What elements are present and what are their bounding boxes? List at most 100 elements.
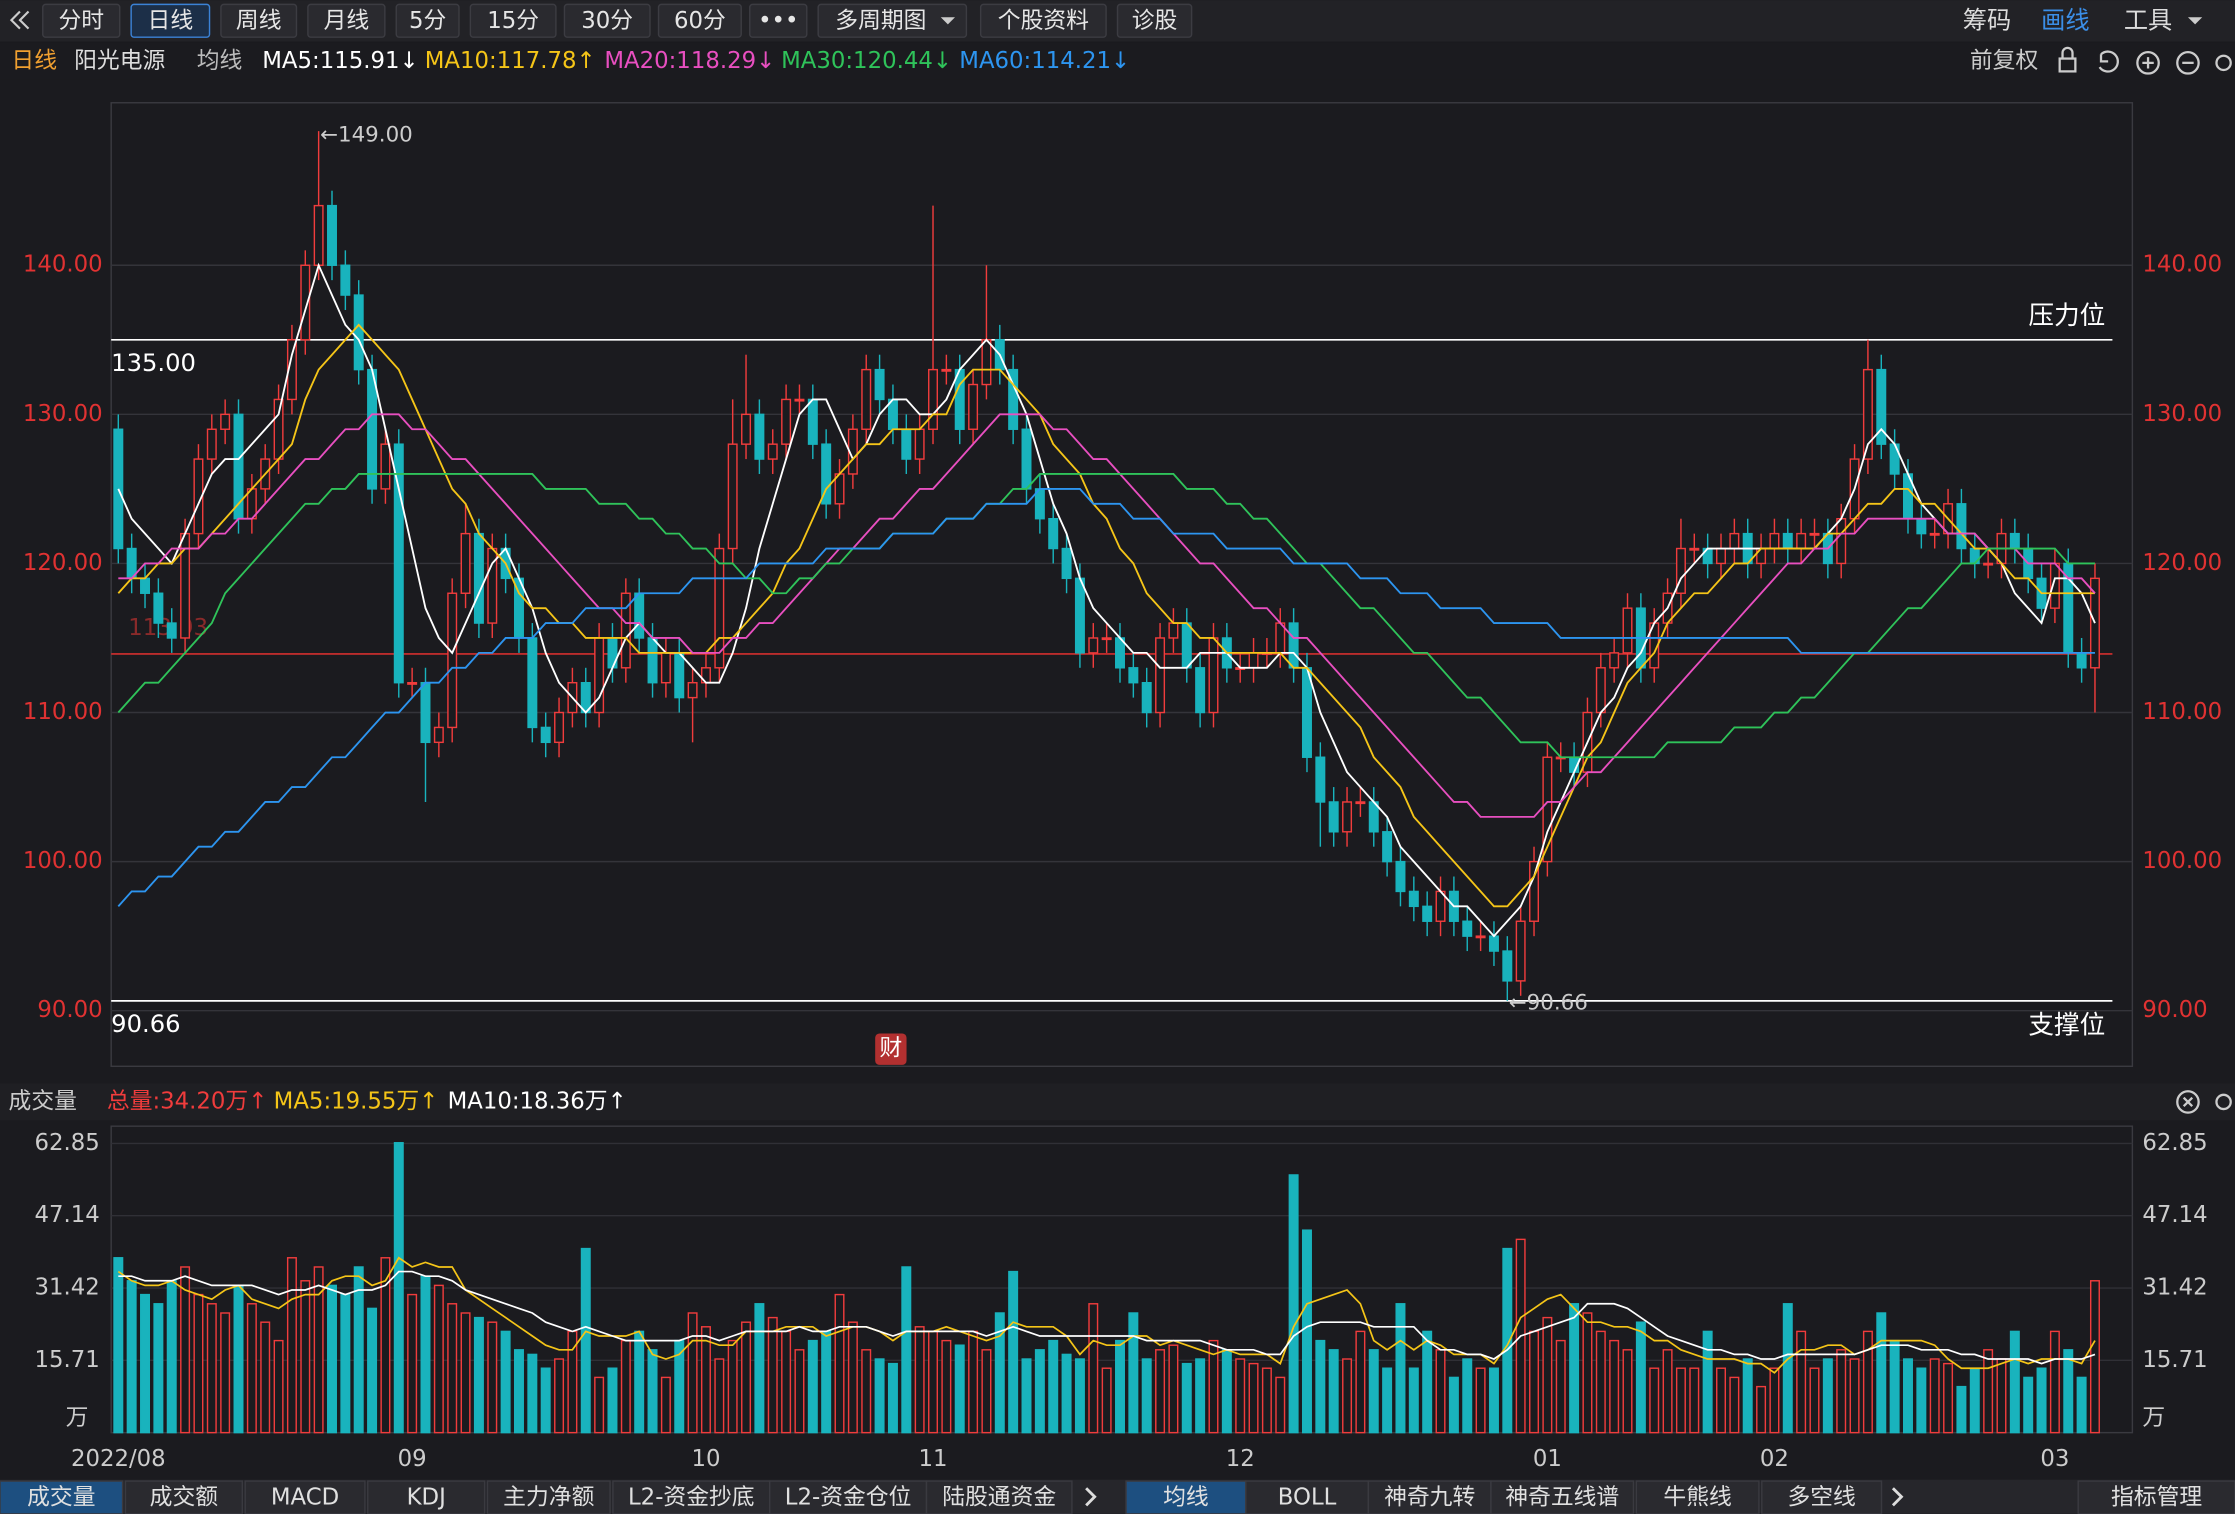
volume-bar [607, 1367, 618, 1434]
tab-label[interactable]: 牛熊线 [1663, 1485, 1731, 1511]
tab-label[interactable]: 成交量 [27, 1485, 95, 1511]
volume-bar [887, 1362, 898, 1434]
tab-label[interactable]: 成交额 [150, 1485, 219, 1511]
candle-body [1729, 532, 1740, 550]
tab-scroll[interactable] [1085, 1487, 1904, 1507]
lock-icon[interactable] [2058, 57, 2077, 73]
volume-bar [1382, 1367, 1393, 1434]
volume-bar [166, 1280, 177, 1434]
dropdown-arrow [940, 17, 956, 25]
candle-body [220, 413, 231, 430]
volume-bar [1301, 1229, 1312, 1434]
zoom-out-icon[interactable] [2176, 51, 2200, 75]
tab[interactable] [612, 1480, 771, 1514]
volume-bar [807, 1339, 818, 1434]
candle-body [1475, 935, 1486, 939]
toolbar-button[interactable] [563, 3, 651, 38]
volume-bar [1876, 1312, 1887, 1434]
y-tick-label-right: 120.00 [2142, 550, 2222, 576]
close-icon[interactable] [2176, 1090, 2200, 1114]
candle-body [313, 204, 324, 266]
volume-settings-icon[interactable] [2215, 1093, 2232, 1111]
toolbar-button-label[interactable]: 个股资料 [998, 8, 1089, 34]
toolbar-button[interactable] [979, 3, 1107, 38]
toolbar-button[interactable] [657, 3, 742, 38]
tab-label[interactable]: KDJ [407, 1485, 446, 1511]
back-icon[interactable] [9, 10, 30, 30]
adjust-label[interactable]: 前复权 [1970, 48, 2039, 74]
volume-bar [1475, 1367, 1486, 1434]
toolbar-button-label[interactable]: 日线 [148, 8, 194, 34]
toolbar-button-label[interactable]: 30分 [581, 8, 633, 34]
volume-bar [1595, 1330, 1606, 1434]
toolbar-button[interactable] [307, 3, 386, 38]
tab[interactable] [1490, 1480, 1635, 1514]
toolbar-button-label[interactable]: 60分 [674, 8, 726, 34]
volume-bar [340, 1293, 351, 1434]
tab[interactable] [1761, 1480, 1883, 1514]
candle-body [1048, 517, 1059, 550]
toolbar-button[interactable] [1116, 3, 1193, 38]
toolbar-button[interactable] [817, 3, 968, 38]
volume-bar [1168, 1344, 1179, 1434]
badge-label[interactable]: 财 [879, 1036, 902, 1062]
zoom-in-icon[interactable] [2136, 51, 2160, 75]
tab-label[interactable]: MACD [271, 1485, 339, 1511]
settings-icon[interactable] [2215, 54, 2232, 72]
volume-bar [1916, 1367, 1927, 1434]
toolbar-button[interactable] [42, 3, 121, 38]
volume-bar [2009, 1330, 2020, 1434]
x-tick-label: 11 [919, 1446, 948, 1472]
tab-label[interactable]: 多空线 [1787, 1485, 1855, 1511]
y-tick-label-right: 15.71 [2142, 1347, 2207, 1373]
tab-label[interactable]: L2-资金抄底 [628, 1485, 755, 1511]
toolbar-button[interactable] [469, 3, 557, 38]
toolbar-button[interactable] [220, 3, 298, 38]
tab-label[interactable]: 主力净额 [503, 1485, 594, 1511]
candle-body [1916, 517, 1927, 535]
tab[interactable] [1367, 1480, 1492, 1514]
tab-label[interactable]: 神奇九转 [1384, 1485, 1475, 1511]
undo-icon[interactable] [2098, 50, 2119, 73]
candle-body [166, 622, 177, 639]
volume-bar [1529, 1330, 1540, 1434]
toolbar-right-item[interactable]: 工具 [2124, 7, 2172, 35]
volume-bar [1969, 1367, 1980, 1434]
tab-label[interactable]: BOLL [1278, 1485, 1337, 1511]
toolbar-button-label[interactable]: ••• [758, 8, 798, 34]
badge[interactable] [875, 1033, 907, 1065]
tab-label[interactable]: L2-资金仓位 [785, 1485, 912, 1511]
volume-bar [260, 1321, 271, 1434]
volume-bar [1275, 1376, 1286, 1434]
tab-label[interactable]: 陆股通资金 [942, 1485, 1056, 1511]
volume-bar [1716, 1367, 1726, 1434]
toolbar-button[interactable] [130, 3, 211, 38]
tab-label[interactable]: 均线 [1163, 1485, 1209, 1511]
lock-shackle [2061, 46, 2074, 59]
toolbar-button[interactable] [749, 3, 808, 38]
candle-body [1328, 801, 1339, 833]
toolbar-button-label[interactable]: 周线 [236, 8, 282, 34]
toolbar-button-label[interactable]: 月线 [324, 8, 370, 34]
toolbar-button-label[interactable]: 诊股 [1132, 8, 1178, 34]
volume-bar [1849, 1358, 1860, 1434]
tab-label[interactable]: 指标管理 [2111, 1485, 2202, 1511]
tab[interactable] [1245, 1480, 1370, 1514]
candle-body [1208, 637, 1219, 714]
volume-bar [1729, 1376, 1740, 1434]
toolbar-button[interactable] [395, 3, 460, 38]
candle-body [1248, 652, 1259, 669]
volume-bar [767, 1316, 778, 1434]
toolbar-right-item[interactable]: 筹码 [1963, 7, 2011, 35]
toolbar-button-label[interactable]: 5分 [409, 8, 446, 34]
toolbar-right-item[interactable]: 画线 [2041, 7, 2089, 35]
tab[interactable] [124, 1480, 244, 1514]
candle-body [928, 368, 939, 430]
toolbar-button-label[interactable]: 分时 [58, 8, 104, 34]
toolbar-button-label[interactable]: 15分 [487, 8, 539, 34]
candle-body [433, 726, 444, 744]
toolbar-button-label[interactable]: 多周期图 [835, 8, 926, 34]
tab-label[interactable]: 神奇五线谱 [1505, 1485, 1619, 1511]
candle-body [420, 681, 431, 744]
